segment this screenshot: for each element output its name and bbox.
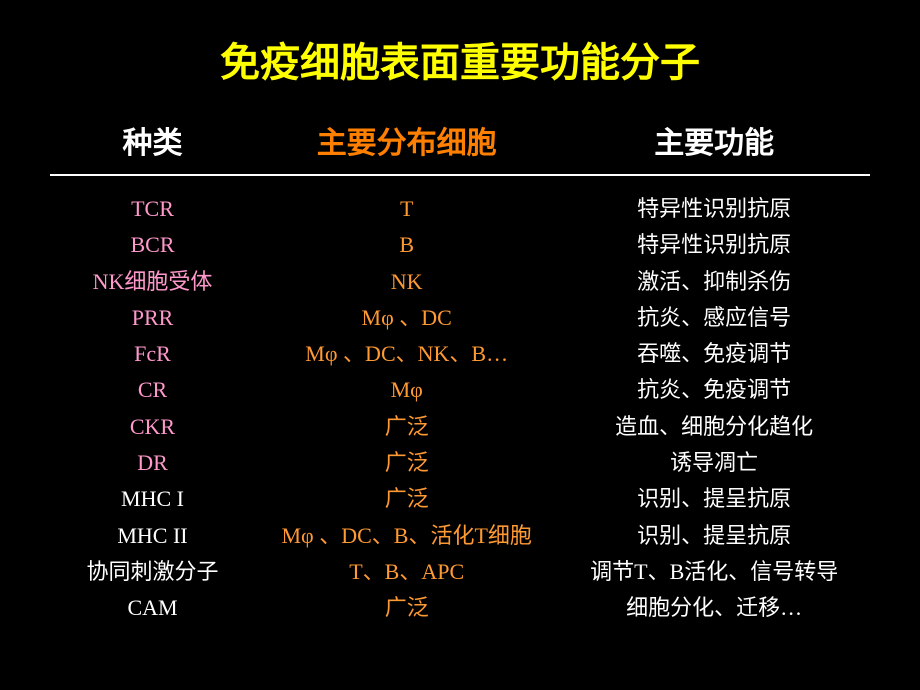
cell-distribution: T — [255, 191, 558, 227]
cell-type: PRR — [50, 300, 255, 336]
cell-function: 细胞分化、迁移… — [558, 590, 870, 626]
cell-function: 特异性识别抗原 — [558, 227, 870, 263]
table-body: TCRT特异性识别抗原BCRB特异性识别抗原NK细胞受体NK激活、抑制杀伤PRR… — [50, 191, 870, 627]
table-header: 种类 主要分布细胞 主要功能 — [50, 118, 870, 176]
cell-type: NK细胞受体 — [50, 264, 255, 300]
cell-type: 协同刺激分子 — [50, 554, 255, 590]
cell-function: 抗炎、感应信号 — [558, 300, 870, 336]
cell-function: 抗炎、免疫调节 — [558, 372, 870, 408]
cell-function: 调节T、B活化、信号转导 — [558, 554, 870, 590]
cell-distribution: Mφ 、DC — [255, 300, 558, 336]
table-row: CRMφ抗炎、免疫调节 — [50, 372, 870, 408]
cell-distribution: Mφ 、DC、NK、B… — [255, 336, 558, 372]
table-row: TCRT特异性识别抗原 — [50, 191, 870, 227]
cell-function: 诱导凋亡 — [558, 445, 870, 481]
cell-type: FcR — [50, 336, 255, 372]
cell-function: 特异性识别抗原 — [558, 191, 870, 227]
cell-distribution: 广泛 — [255, 590, 558, 626]
cell-function: 识别、提呈抗原 — [558, 481, 870, 517]
table-row: NK细胞受体NK激活、抑制杀伤 — [50, 264, 870, 300]
cell-type: CAM — [50, 590, 255, 626]
table-row: 协同刺激分子T、B、APC调节T、B活化、信号转导 — [50, 554, 870, 590]
cell-type: BCR — [50, 227, 255, 263]
molecules-table: 种类 主要分布细胞 主要功能 TCRT特异性识别抗原BCRB特异性识别抗原NK细… — [50, 118, 870, 627]
table-row: CAM广泛细胞分化、迁移… — [50, 590, 870, 626]
cell-function: 识别、提呈抗原 — [558, 518, 870, 554]
cell-type: DR — [50, 445, 255, 481]
cell-function: 激活、抑制杀伤 — [558, 264, 870, 300]
table-row: BCRB特异性识别抗原 — [50, 227, 870, 263]
table-row: FcRMφ 、DC、NK、B…吞噬、免疫调节 — [50, 336, 870, 372]
cell-function: 造血、细胞分化趋化 — [558, 409, 870, 445]
cell-distribution: T、B、APC — [255, 554, 558, 590]
cell-type: CR — [50, 372, 255, 408]
cell-distribution: 广泛 — [255, 481, 558, 517]
slide-title: 免疫细胞表面重要功能分子 — [50, 30, 870, 88]
cell-distribution: 广泛 — [255, 409, 558, 445]
cell-distribution: Mφ — [255, 372, 558, 408]
cell-function: 吞噬、免疫调节 — [558, 336, 870, 372]
table-row: CKR广泛造血、细胞分化趋化 — [50, 409, 870, 445]
header-col3: 主要功能 — [558, 118, 870, 162]
cell-distribution: Mφ 、DC、B、活化T细胞 — [255, 518, 558, 554]
table-row: MHC I广泛识别、提呈抗原 — [50, 481, 870, 517]
cell-distribution: B — [255, 227, 558, 263]
header-col2: 主要分布细胞 — [255, 118, 558, 162]
cell-type: CKR — [50, 409, 255, 445]
header-col1: 种类 — [50, 118, 255, 162]
cell-distribution: NK — [255, 264, 558, 300]
table-row: PRRMφ 、DC抗炎、感应信号 — [50, 300, 870, 336]
table-row: MHC IIMφ 、DC、B、活化T细胞识别、提呈抗原 — [50, 518, 870, 554]
cell-type: MHC II — [50, 518, 255, 554]
table-row: DR广泛诱导凋亡 — [50, 445, 870, 481]
cell-type: MHC I — [50, 481, 255, 517]
cell-distribution: 广泛 — [255, 445, 558, 481]
cell-type: TCR — [50, 191, 255, 227]
